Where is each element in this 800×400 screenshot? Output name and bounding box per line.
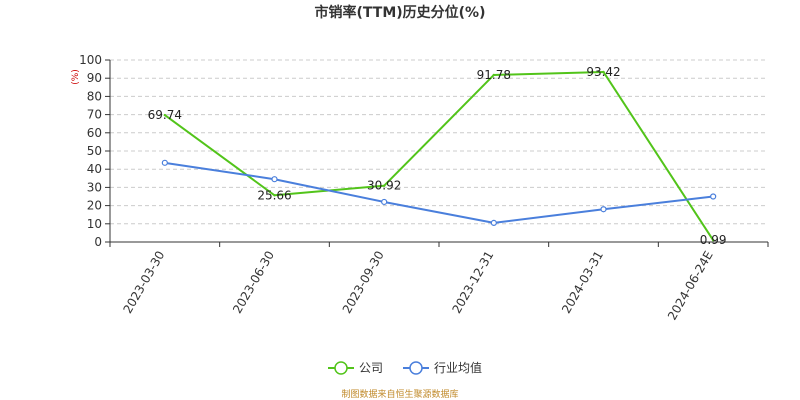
- data-label: 93.42: [586, 65, 620, 79]
- y-tick-labels: 0 10 20 30 40 50 60 70 80 90 100: [79, 53, 102, 249]
- x-tick-label: 2024-03-31: [559, 249, 606, 316]
- x-tick-label: 2023-06-30: [230, 249, 277, 316]
- x-tick-label: 2023-03-30: [120, 249, 167, 316]
- x-tick-label: 2024-06-24E: [665, 249, 716, 323]
- series-point-1: [490, 219, 497, 226]
- y-tick-label: 80: [87, 89, 102, 103]
- series-lines: [161, 70, 717, 242]
- y-tick-label: 70: [87, 108, 102, 122]
- series-line-1: [164, 161, 714, 224]
- data-label: 69.74: [148, 108, 182, 122]
- axes: [105, 59, 769, 247]
- y-tick-label: 100: [79, 53, 102, 67]
- data-labels: 69.74 25.66 30.92 91.78 93.42 0.99: [148, 65, 727, 247]
- series-point-0: [711, 238, 715, 242]
- x-tick-label: 2023-12-31: [449, 249, 496, 316]
- y-tick-label: 10: [87, 217, 102, 231]
- legend-swatch-marker: [334, 361, 348, 375]
- legend-swatch-marker: [409, 361, 423, 375]
- series-point-1: [271, 176, 278, 183]
- y-tick-label: 0: [94, 235, 102, 249]
- y-axis-unit-label: (%): [71, 69, 81, 85]
- series-point-1: [600, 206, 607, 213]
- source-note: 制图数据来自恒生聚源数据库: [341, 388, 458, 400]
- y-tick-label: 60: [87, 126, 102, 140]
- legend-label: 公司: [359, 361, 383, 375]
- series-point-1: [161, 159, 168, 166]
- series-point-0: [273, 194, 276, 197]
- data-label: 25.66: [257, 188, 291, 202]
- legend-label: 行业均值: [434, 360, 482, 375]
- series-point-1: [710, 193, 717, 200]
- chart-title: 市销率(TTM)历史分位(%): [315, 4, 486, 21]
- y-tick-label: 40: [87, 162, 102, 176]
- series-point-0: [382, 184, 386, 187]
- y-tick-label: 20: [87, 199, 102, 213]
- x-tick-labels: 2023-03-30 2023-06-30 2023-09-30 2023-12-31…: [120, 249, 715, 323]
- y-tick-label: 50: [87, 144, 102, 158]
- y-tick-label: 90: [87, 71, 102, 85]
- data-label: 0.99: [700, 233, 727, 247]
- data-label: 91.78: [477, 68, 511, 82]
- grid-lines: [110, 59, 768, 225]
- series-point-0: [163, 113, 167, 117]
- data-label: 30.92: [367, 179, 401, 193]
- series-point-0: [602, 70, 605, 74]
- y-tick-label: 30: [87, 180, 102, 194]
- series-point-0: [492, 73, 496, 77]
- x-tick-label: 2023-09-30: [340, 249, 387, 316]
- legend: 公司 行业均值: [328, 360, 482, 375]
- series-point-1: [381, 198, 388, 206]
- series-line-0: [164, 70, 715, 241]
